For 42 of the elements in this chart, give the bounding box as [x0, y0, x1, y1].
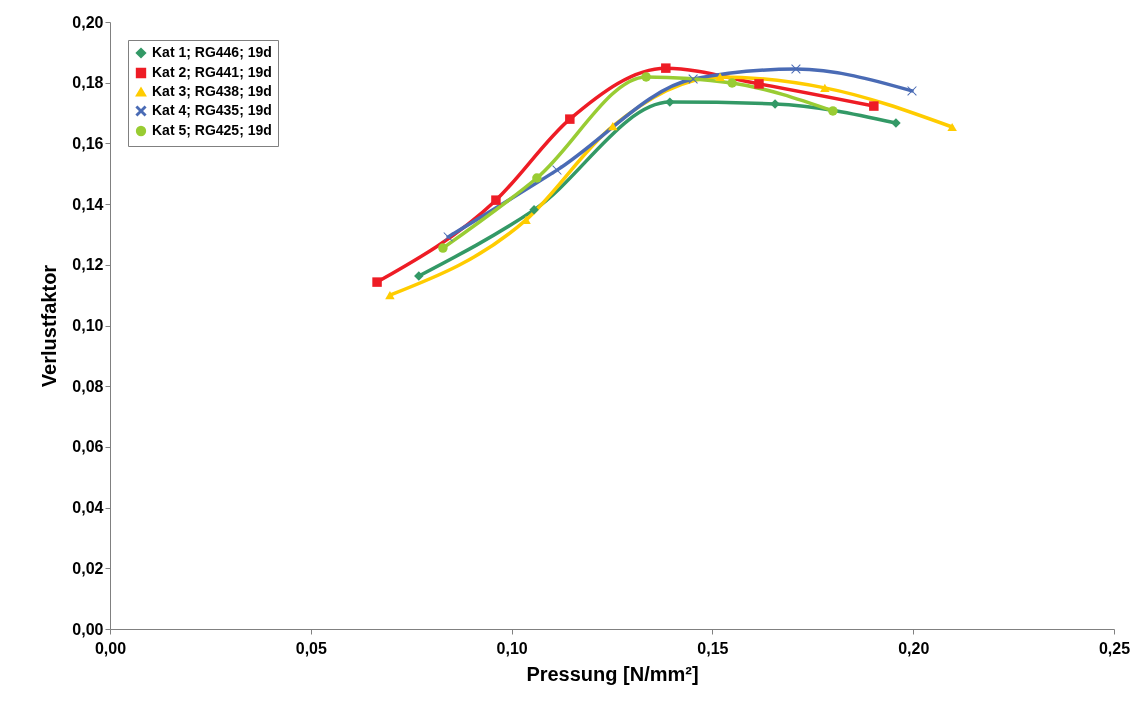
x-tick-label: 0,05 [295, 639, 327, 657]
y-axis-title: Verlustfaktor [38, 264, 61, 388]
x-tick-label: 0,10 [496, 639, 528, 657]
legend-label: Kat 1; RG446; 19d [152, 44, 272, 60]
y-tick-label: 0,10 [72, 317, 104, 334]
y-tick-label: 0,18 [72, 74, 104, 92]
y-tick-label: 0,08 [72, 377, 104, 395]
y-tick-label: 0,14 [72, 195, 104, 213]
legend-label: Kat 4; RG435; 19d [152, 102, 272, 118]
point [727, 78, 737, 88]
legend-label: Kat 5; RG425; 19d [152, 122, 272, 138]
point [491, 195, 501, 205]
point [661, 63, 671, 73]
point [565, 114, 575, 124]
point [869, 101, 879, 111]
y-tick-label: 0,16 [72, 134, 104, 152]
x-tick-label: 0,25 [1098, 639, 1131, 657]
point [385, 291, 395, 300]
point [608, 121, 618, 131]
y-tick-label: 0,12 [72, 256, 104, 274]
x-axis-title: Pressung [N/mm²] [526, 662, 699, 685]
legend-label: Kat 2; RG441; 19d [152, 64, 272, 80]
y-tick-label: 0,02 [72, 559, 104, 577]
x-tick-label: 0,15 [697, 639, 729, 657]
legend-label: Kat 3; RG438; 19d [152, 83, 272, 99]
line-series [443, 64, 917, 242]
point [828, 106, 838, 116]
y-tick-label: 0,20 [72, 13, 104, 31]
point [438, 243, 448, 253]
point [947, 122, 957, 132]
point [372, 277, 382, 287]
x-tick-label: 0,00 [94, 639, 127, 657]
y-tick-label: 0,06 [72, 438, 104, 456]
point [665, 97, 675, 107]
point [820, 83, 830, 92]
point [641, 72, 651, 82]
point [532, 173, 542, 183]
y-tick-label: 0,00 [72, 620, 104, 638]
point [715, 72, 725, 82]
x-tick-label: 0,20 [898, 639, 930, 657]
point [754, 79, 764, 89]
y-tick-label: 0,04 [72, 499, 104, 517]
